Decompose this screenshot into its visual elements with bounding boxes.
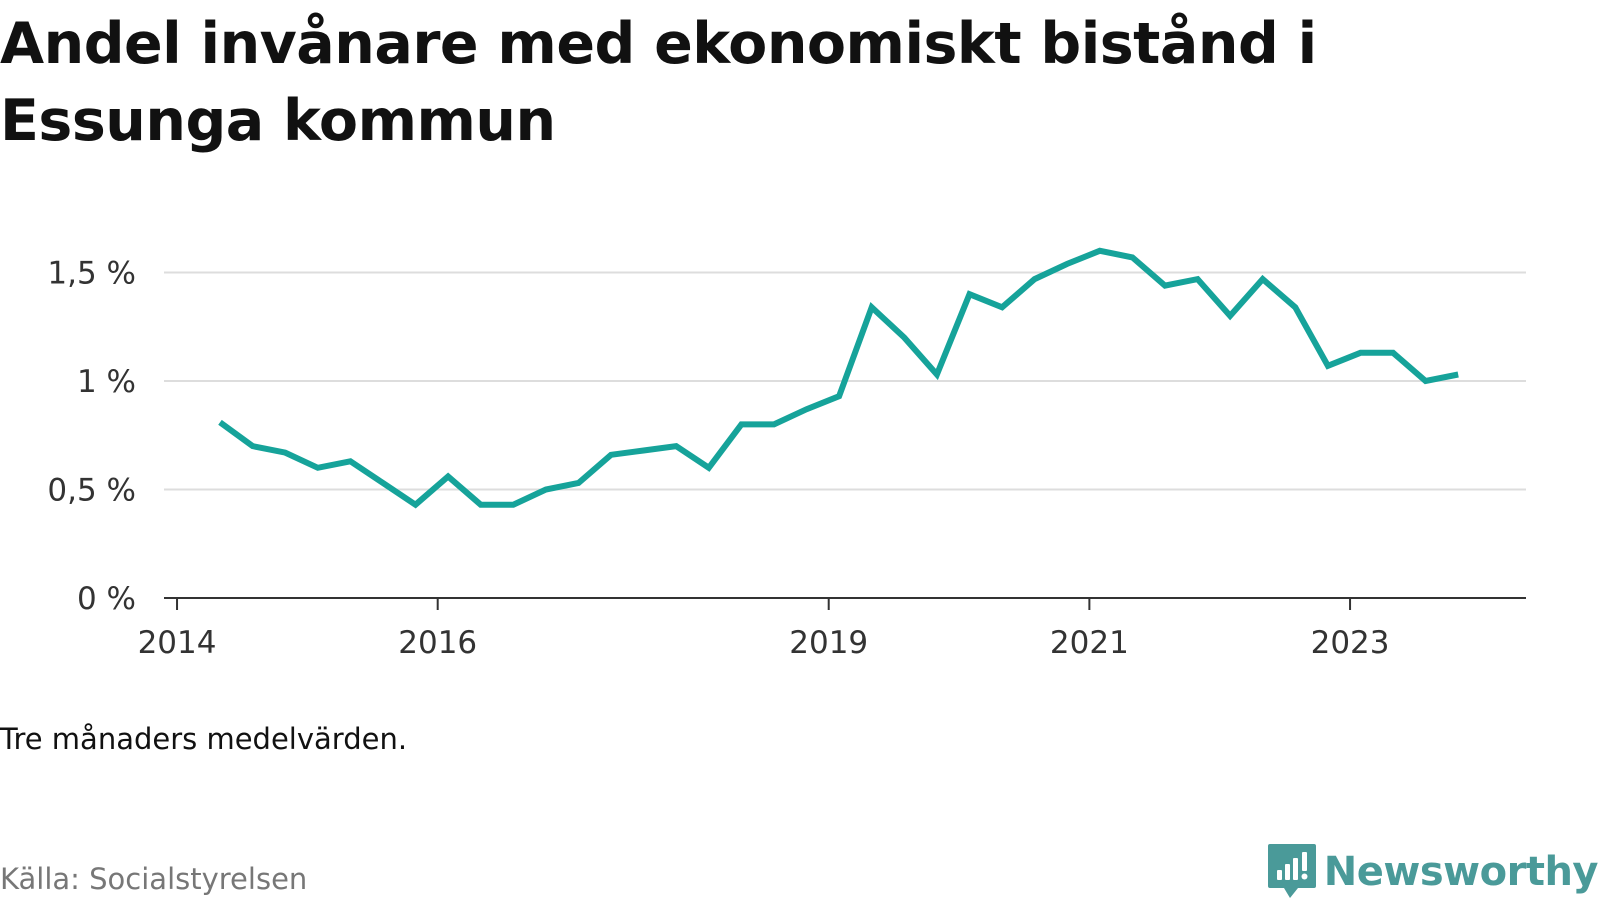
chart-title: Andel invånare med ekonomiskt bistånd i … xyxy=(0,11,1317,154)
data-point xyxy=(1358,350,1364,356)
data-point xyxy=(1292,304,1298,310)
x-tick-label: 2021 xyxy=(1050,625,1129,661)
x-tick-label: 2014 xyxy=(138,625,217,661)
x-tick-label: 2019 xyxy=(789,625,868,661)
data-point xyxy=(413,502,419,508)
data-point xyxy=(1097,248,1103,254)
data-point xyxy=(478,502,484,508)
series-line xyxy=(218,247,1459,509)
y-tick-label: 0,5 % xyxy=(47,473,136,509)
data-point xyxy=(771,421,777,427)
brand-logo[interactable]: Newsworthy xyxy=(1266,842,1599,902)
data-point xyxy=(445,474,451,480)
data-point xyxy=(641,448,647,454)
data-point xyxy=(315,465,321,471)
data-point xyxy=(706,465,712,471)
data-point xyxy=(673,443,679,449)
brand-name: Newsworthy xyxy=(1323,849,1599,895)
data-point xyxy=(836,393,842,399)
y-tick-label: 0 % xyxy=(77,581,136,617)
data-point xyxy=(804,406,810,412)
data-point xyxy=(380,480,386,486)
data-point xyxy=(1129,254,1135,260)
data-point xyxy=(347,458,353,464)
y-tick-label: 1 % xyxy=(77,364,136,400)
data-point xyxy=(1162,283,1168,289)
data-point xyxy=(1227,313,1233,319)
data-point xyxy=(217,419,223,425)
data-series xyxy=(217,247,1461,509)
x-tick-label: 2023 xyxy=(1311,625,1390,661)
data-point xyxy=(608,452,614,458)
y-axis-ticks: 0 % 0,5 % 1 % 1,5 % xyxy=(47,256,136,617)
data-point xyxy=(543,487,549,493)
data-point xyxy=(576,480,582,486)
data-point xyxy=(1325,363,1331,369)
y-tick-label: 1,5 % xyxy=(47,256,136,292)
data-point xyxy=(282,450,288,456)
x-axis: 2014 2016 2019 2021 2023 xyxy=(138,597,1526,661)
data-point xyxy=(738,421,744,427)
data-point xyxy=(934,372,940,378)
data-point xyxy=(999,304,1005,310)
source-text: Källa: Socialstyrelsen xyxy=(0,862,308,896)
data-point xyxy=(510,502,516,508)
chart-note: Tre månaders medelvärden. xyxy=(0,722,408,756)
data-point xyxy=(1064,261,1070,267)
data-point xyxy=(1390,350,1396,356)
data-point xyxy=(1260,276,1266,282)
data-point xyxy=(1423,378,1429,384)
data-point xyxy=(869,304,875,310)
data-point xyxy=(901,335,907,341)
data-point xyxy=(1455,372,1461,378)
data-point xyxy=(250,443,256,449)
data-point xyxy=(967,291,973,297)
x-tick-label: 2016 xyxy=(398,625,477,661)
newsworthy-logo-icon xyxy=(1267,844,1316,898)
data-point xyxy=(1032,276,1038,282)
data-point xyxy=(1195,276,1201,282)
